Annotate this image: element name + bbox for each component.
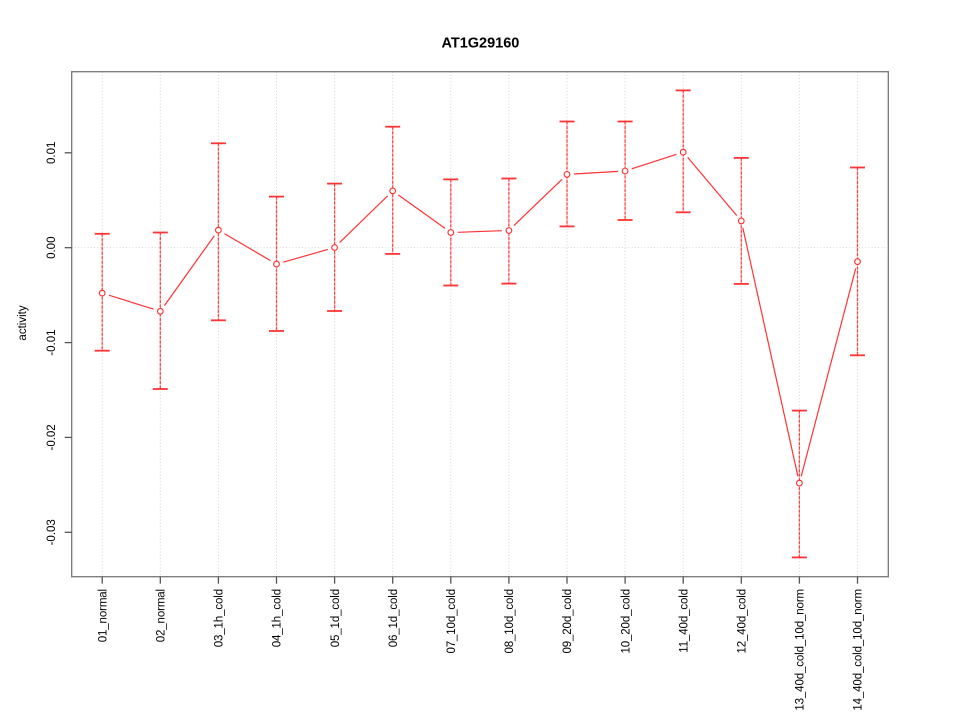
- svg-text:13_40d_cold_10d_norm: 13_40d_cold_10d_norm: [795, 589, 807, 711]
- svg-text:05_1d_cold: 05_1d_cold: [330, 589, 342, 647]
- svg-text:11_40d_cold: 11_40d_cold: [678, 589, 690, 653]
- svg-text:09_20d_cold: 09_20d_cold: [562, 589, 574, 654]
- svg-text:-0.03: -0.03: [46, 519, 58, 545]
- svg-text:AT1G29160: AT1G29160: [441, 36, 519, 52]
- svg-text:03_1h_cold: 03_1h_cold: [214, 589, 226, 647]
- svg-text:04_1h_cold: 04_1h_cold: [272, 589, 284, 647]
- svg-text:07_10d_cold: 07_10d_cold: [446, 589, 458, 654]
- svg-text:activity: activity: [17, 305, 29, 340]
- svg-text:0.00: 0.00: [46, 237, 58, 259]
- svg-text:12_40d_cold: 12_40d_cold: [737, 589, 749, 654]
- svg-text:01_normal: 01_normal: [97, 589, 109, 642]
- svg-text:-0.01: -0.01: [46, 329, 58, 355]
- svg-text:08_10d_cold: 08_10d_cold: [504, 589, 516, 654]
- svg-text:14_40d_cold_10d_norm: 14_40d_cold_10d_norm: [853, 589, 865, 711]
- svg-text:06_1d_cold: 06_1d_cold: [388, 589, 400, 647]
- svg-text:0.01: 0.01: [46, 142, 58, 164]
- svg-text:-0.02: -0.02: [46, 424, 58, 450]
- svg-text:10_20d_cold: 10_20d_cold: [620, 589, 632, 654]
- svg-text:02_normal: 02_normal: [156, 589, 168, 642]
